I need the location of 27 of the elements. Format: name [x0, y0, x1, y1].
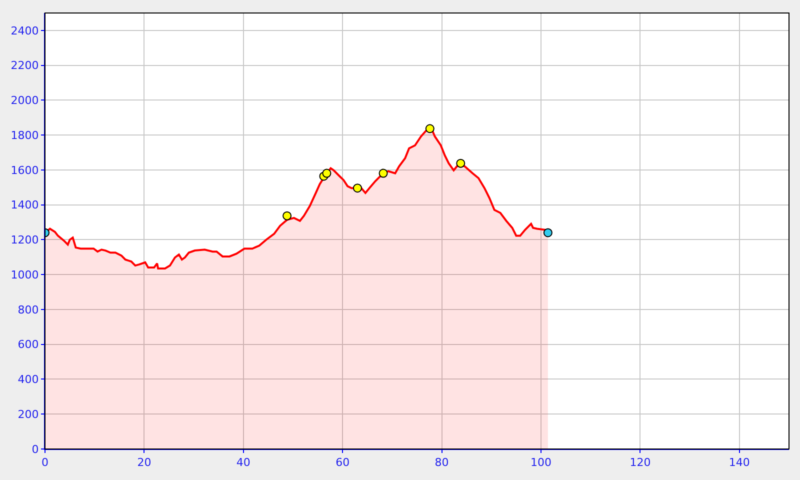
x-tick-label: 80	[434, 456, 449, 470]
x-tick-label: 120	[630, 456, 651, 470]
y-tick-label: 2000	[10, 94, 39, 108]
x-tick-label: 0	[42, 456, 48, 470]
point	[456, 158, 466, 168]
x-tick-label: 20	[137, 456, 152, 470]
y-tick-label: 1400	[10, 198, 39, 212]
point	[322, 168, 332, 178]
y-tick-label: 2400	[10, 24, 39, 38]
y-tick-label: 1000	[10, 268, 39, 282]
y-tick-label: 1800	[10, 128, 39, 142]
y-tick-label: 800	[18, 303, 39, 316]
point	[425, 124, 434, 134]
y-tick-label: 1600	[10, 164, 39, 177]
x-tick-label: 140	[728, 456, 750, 470]
point	[378, 168, 388, 178]
point	[352, 184, 362, 193]
x-tick-label: 60	[336, 456, 350, 470]
y-tick-label: 2200	[10, 59, 39, 72]
y-tick-label: 1200	[10, 234, 39, 247]
x-tick-label: 40	[236, 456, 250, 470]
y-tick-label: 0	[32, 442, 39, 456]
y-tick-label: 600	[18, 338, 39, 352]
y-tick-label: 200	[18, 408, 39, 421]
point	[282, 211, 292, 220]
x-tick-label: 100	[530, 456, 552, 470]
y-tick-label: 400	[18, 373, 39, 386]
